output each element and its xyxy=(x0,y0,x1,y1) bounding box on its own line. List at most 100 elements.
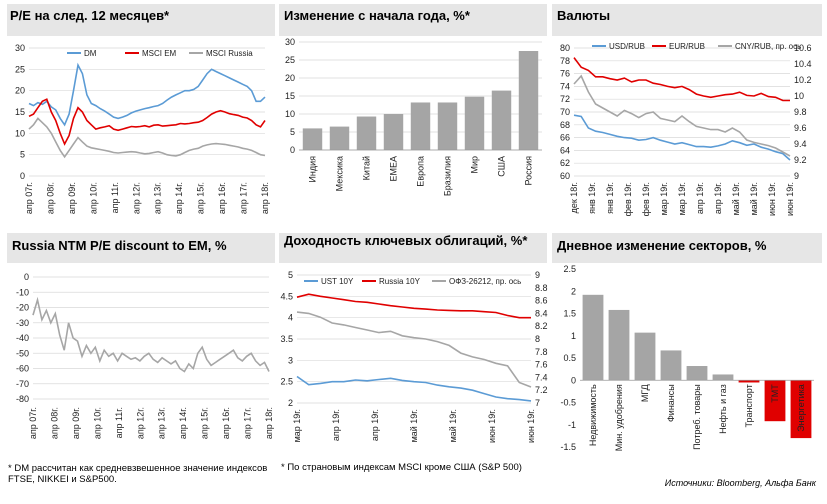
sect-bar xyxy=(712,374,734,381)
yield-right-ytick-label: 8.2 xyxy=(535,321,548,331)
disc-ytick-label: -70 xyxy=(16,379,29,389)
yield-xtick-label: май 19г. xyxy=(448,409,458,442)
yield-legend-label: UST 10Y xyxy=(321,277,354,286)
pe-legend-label: DM xyxy=(84,49,97,58)
yield-right-ytick-label: 8.4 xyxy=(535,308,548,318)
sect-ytick-label: 0.5 xyxy=(563,353,576,363)
fx-right-ytick-label: 10.2 xyxy=(794,75,812,85)
disc-title: Russia NTM P/E discount to EM, % xyxy=(12,238,227,253)
pe-chart: 0 5 10 15 20 25 30 DM MSCI EM MSCI Russia апр 07г.… xyxy=(15,43,270,214)
ytd-category-label: Мексика xyxy=(335,156,345,191)
pe-xtick-label: апр 08г. xyxy=(45,182,55,214)
pe-xtick-label: апр 10г. xyxy=(88,182,98,214)
sect-title: Дневное изменение секторов, % xyxy=(557,238,767,253)
ytd-bar xyxy=(383,114,404,150)
ytd-bar xyxy=(356,116,377,150)
pe-xtick-label: апр 14г. xyxy=(174,182,184,214)
yield-series-line xyxy=(296,311,532,388)
sect-bar xyxy=(582,294,604,381)
ytd-panel: Изменение с начала года, %* 0 5 10 15 20 25 30… xyxy=(279,4,547,232)
footnote-left: * DM рассчитан как средневзвешенное знач… xyxy=(8,463,268,485)
pe-title-band xyxy=(7,4,275,36)
pe-title: P/E на след. 12 месяцев* xyxy=(10,8,170,23)
sect-category-label: Финансы xyxy=(666,384,676,422)
yield-right-ytick-label: 7.2 xyxy=(535,385,548,395)
fx-right-ytick-label: 9 xyxy=(794,171,799,181)
disc-ytick-label: -60 xyxy=(16,364,29,374)
pe-series-line xyxy=(28,62,266,127)
sect-bar xyxy=(764,380,786,422)
disc-xtick-label: апр 15г. xyxy=(200,407,210,439)
ytd-category-label: Россия xyxy=(524,156,534,186)
fx-xtick-label: апр 19г. xyxy=(713,182,723,214)
fx-right-ytick-label: 10.4 xyxy=(794,59,812,69)
sect-bar xyxy=(660,350,682,381)
fx-ytick-label: 60 xyxy=(560,171,570,181)
fx-ytick-label: 68 xyxy=(560,120,570,130)
ytd-category-label: EMEA xyxy=(389,156,399,182)
pe-xtick-label: апр 16г. xyxy=(217,182,227,214)
fx-xtick-label: июн 19г. xyxy=(767,182,777,216)
sect-bar xyxy=(634,332,656,381)
fx-right-ytick-label: 9.2 xyxy=(794,155,807,165)
pe-ytick-label: 10 xyxy=(15,128,25,138)
fx-ytick-label: 72 xyxy=(560,94,570,104)
sect-ytick-label: 1.5 xyxy=(563,309,576,319)
footnote-middle: * По страновым индексам MSCI кроме США (… xyxy=(281,462,522,473)
pe-series-line xyxy=(28,117,266,159)
sect-category-label: Недвижимость xyxy=(588,384,598,446)
pe-xtick-label: апр 07г. xyxy=(24,182,34,214)
yield-right-ytick-label: 7.8 xyxy=(535,347,548,357)
yield-xtick-label: май 19г. xyxy=(409,409,419,442)
ytd-category-label: Европа xyxy=(416,156,426,187)
pe-ytick-label: 15 xyxy=(15,107,25,117)
sect-title-band xyxy=(552,233,822,263)
ytd-ytick-label: 15 xyxy=(285,91,295,101)
fx-ytick-label: 74 xyxy=(560,81,570,91)
sect-category-label: Энергетика xyxy=(796,384,806,432)
yield-series-line xyxy=(296,375,532,402)
sect-category-label: Потреб. товары xyxy=(692,384,702,450)
ytd-ytick-label: 30 xyxy=(285,37,295,47)
yield-ytick-label: 2 xyxy=(288,398,293,408)
yield-right-ytick-label: 8.8 xyxy=(535,283,548,293)
yield-series-line xyxy=(296,293,531,319)
fx-right-ytick-label: 9.4 xyxy=(794,139,807,149)
fx-right-ytick-label: 9.6 xyxy=(794,123,807,133)
yield-xtick-label: мар 19г. xyxy=(292,409,302,442)
fx-xtick-label: фев 19г. xyxy=(623,182,633,216)
disc-ytick-label: -40 xyxy=(16,333,29,343)
fx-xtick-label: фев 19г. xyxy=(641,182,651,216)
ytd-bar xyxy=(518,51,539,150)
fx-series-line xyxy=(573,74,791,157)
pe-legend-label: MSCI EM xyxy=(142,49,177,58)
fx-xtick-label: янв 19г. xyxy=(587,182,597,214)
sect-ytick-label: 2 xyxy=(571,286,576,296)
disc-xtick-label: апр 16г. xyxy=(221,407,231,439)
ytd-category-label: Мир xyxy=(470,156,480,174)
fx-legend-label: USD/RUB xyxy=(609,42,645,51)
disc-xtick-label: апр 11г. xyxy=(114,407,124,438)
pe-ytick-label: 30 xyxy=(15,43,25,53)
disc-xtick-label: апр 13г. xyxy=(157,407,167,439)
fx-chart: 60 62 64 66 68 70 72 74 76 78 80 9 9.2 9.4 9.6 9.8 10 10.… xyxy=(560,42,812,216)
fx-xtick-label: май 19г. xyxy=(749,182,759,215)
sect-bar xyxy=(790,380,812,439)
yield-xtick-label: апр 19г. xyxy=(370,409,380,441)
sect-ytick-label: -0.5 xyxy=(560,398,576,408)
source-note: Источники: Bloomberg, Альфа Банк xyxy=(664,478,816,488)
sect-bar xyxy=(686,366,708,381)
sect-category-label: Нефть и газ xyxy=(718,384,728,434)
pe-series-line xyxy=(28,98,266,146)
sect-category-label: ТМТ xyxy=(770,384,780,403)
disc-xtick-label: апр 12г. xyxy=(135,407,145,439)
sect-category-label: Мин. удобрения xyxy=(614,384,624,451)
disc-ytick-label: -80 xyxy=(16,394,29,404)
fx-title: Валюты xyxy=(557,8,611,23)
disc-xtick-label: апр 07г. xyxy=(28,407,38,439)
yield-chart: 2 2.5 3 3.5 4 4.5 5 7 7.2 7.4 7.6 7.8 8 8.2 8.4 8.6 8.8 9… xyxy=(280,270,548,443)
ytd-bar xyxy=(491,90,512,150)
ytd-category-label: Индия xyxy=(308,156,318,183)
ytd-bar xyxy=(329,126,350,150)
ytd-chart: 0 5 10 15 20 25 30 Индия Мексика Китай EMEA Европа Б… xyxy=(285,37,542,196)
